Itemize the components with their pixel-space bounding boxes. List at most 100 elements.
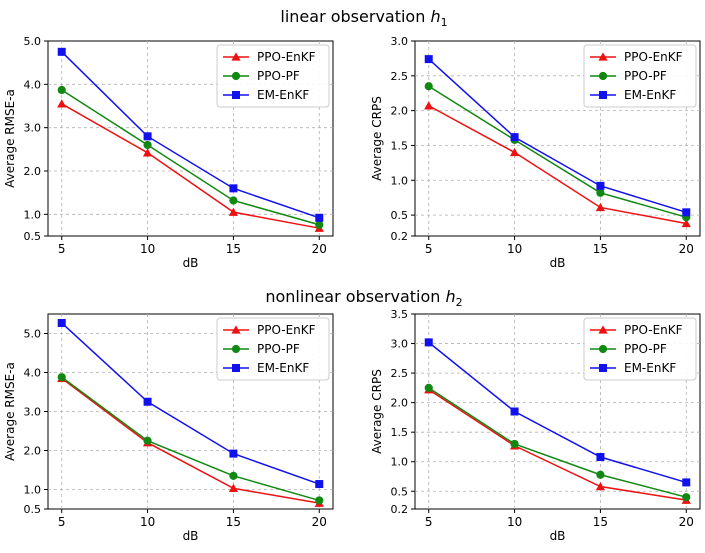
chart-panel-nonlinear-rmse: 0.5 1.0 2.0 3.0 4.0 5.0 5 10 15 20 dB Average RMSE-… xyxy=(3,313,334,543)
legend-label-ppo-enkf: PPO-EnKF xyxy=(257,323,316,337)
chart-panel-nonlinear-crps: 0.2 0.5 1.0 1.5 2.0 2.5 3.0 3.5 5 10 15 20 dB Average… xyxy=(370,308,701,543)
y-tick-label: 5.0 xyxy=(24,35,42,48)
y-tick-label: 3.0 xyxy=(391,35,409,48)
series-line-em-enkf xyxy=(61,51,320,219)
row-title-nonlinear: nonlinear observation h2 xyxy=(265,287,462,309)
data-point-ppo-pf xyxy=(229,196,238,205)
y-tick-label: 3.0 xyxy=(391,338,409,351)
data-point-em-enkf xyxy=(143,397,152,406)
y-tick-label: 3.5 xyxy=(391,308,409,321)
legend-label-em-enkf: EM-EnKF xyxy=(257,88,309,102)
legend-label-ppo-pf: PPO-PF xyxy=(257,342,300,356)
data-point-em-enkf xyxy=(143,132,152,141)
data-point-ppo-pf xyxy=(424,82,433,91)
y-axis-label: Average RMSE-a xyxy=(3,362,17,461)
data-point-ppo-enkf xyxy=(509,147,520,157)
legend-box xyxy=(216,317,330,381)
y-tick-label: 0.5 xyxy=(391,209,409,222)
legend-box xyxy=(583,317,697,381)
y-tick-label: 2.0 xyxy=(24,445,42,458)
legend-box xyxy=(216,44,330,108)
y-tick-label: 1.0 xyxy=(391,174,409,187)
data-point-ppo-enkf xyxy=(228,483,239,493)
row-title-subscript: 2 xyxy=(456,296,463,309)
x-tick-label: 15 xyxy=(593,515,608,529)
data-point-ppo-pf xyxy=(143,436,152,445)
x-tick-label: 10 xyxy=(140,242,155,256)
row-title-subscript: 1 xyxy=(441,16,448,29)
data-point-ppo-pf xyxy=(596,188,605,197)
series-line-em-enkf xyxy=(61,322,320,485)
data-point-ppo-pf xyxy=(596,470,605,479)
data-point-ppo-enkf xyxy=(595,481,606,491)
data-point-ppo-pf xyxy=(424,383,433,392)
row-title-text: linear observation xyxy=(280,7,430,26)
y-tick-label: 2.5 xyxy=(391,367,409,380)
legend-marker-ppo-enkf xyxy=(231,52,241,61)
y-tick-label: 2.0 xyxy=(24,165,42,178)
x-tick-label: 15 xyxy=(226,515,241,529)
data-point-em-enkf xyxy=(424,55,433,64)
series-line-ppo-pf xyxy=(428,387,687,498)
y-tick-label: 4.0 xyxy=(24,78,42,91)
data-point-ppo-enkf xyxy=(142,148,153,157)
data-point-em-enkf xyxy=(510,133,519,142)
row-title-linear: linear observation h1 xyxy=(280,7,447,29)
chart-panel-linear-rmse: 0.5 1.0 2.0 3.0 4.0 5.0 5 10 15 20 dB Average RMSE-… xyxy=(3,35,334,270)
y-tick-label: 3.0 xyxy=(24,122,42,135)
series-line-em-enkf xyxy=(428,341,687,484)
legend-marker-ppo-pf xyxy=(598,71,608,81)
x-tick-label: 20 xyxy=(679,515,694,529)
data-point-em-enkf xyxy=(682,478,691,487)
series-line-ppo-pf xyxy=(428,85,687,218)
legend-label-ppo-enkf: PPO-EnKF xyxy=(624,323,683,337)
series-line-ppo-enkf xyxy=(428,105,687,225)
legend-marker-em-enkf xyxy=(599,364,607,372)
legend-label-ppo-pf: PPO-PF xyxy=(257,69,300,83)
plot-area-frame xyxy=(414,40,701,237)
legend-marker-ppo-enkf xyxy=(231,325,241,334)
svg-text:linear observation h1: linear observation h1 xyxy=(280,7,447,29)
x-tick-label: 5 xyxy=(425,515,433,529)
data-point-em-enkf xyxy=(596,453,605,461)
plot-area-frame xyxy=(47,40,334,237)
x-tick-label: 20 xyxy=(312,242,327,256)
legend-marker-em-enkf xyxy=(232,91,240,99)
legend-label-ppo-pf: PPO-PF xyxy=(624,69,667,83)
y-tick-label: 2.0 xyxy=(391,397,409,410)
x-tick-label: 10 xyxy=(507,242,522,256)
legend: PPO-EnKF PPO-PF EM-EnKF xyxy=(583,317,697,381)
y-tick-label: 2.0 xyxy=(391,105,409,118)
y-tick-label: 3.0 xyxy=(24,406,42,419)
x-axis-label: dB xyxy=(550,256,566,270)
legend-marker-em-enkf xyxy=(232,364,240,372)
legend-label-em-enkf: EM-EnKF xyxy=(257,361,309,375)
x-tick-label: 5 xyxy=(58,242,66,256)
legend-label-em-enkf: EM-EnKF xyxy=(624,88,676,102)
legend-label-em-enkf: EM-EnKF xyxy=(624,361,676,375)
y-tick-label: 0.2 xyxy=(391,503,409,516)
data-point-em-enkf xyxy=(682,208,691,217)
y-tick-label: 1.0 xyxy=(24,484,42,497)
data-point-em-enkf xyxy=(315,480,324,489)
y-tick-label: 2.5 xyxy=(391,70,409,83)
series-line-ppo-enkf xyxy=(61,377,320,504)
legend-marker-em-enkf xyxy=(599,91,607,99)
x-tick-label: 15 xyxy=(226,242,241,256)
legend-label-ppo-enkf: PPO-EnKF xyxy=(257,50,316,64)
row-title-symbol: h xyxy=(430,7,440,26)
x-axis-label: dB xyxy=(183,256,199,270)
data-point-ppo-pf xyxy=(315,220,324,229)
data-point-em-enkf xyxy=(57,47,66,56)
legend-label-ppo-pf: PPO-PF xyxy=(624,342,667,356)
y-tick-label: 4.0 xyxy=(24,367,42,380)
legend-marker-ppo-pf xyxy=(598,344,608,354)
data-point-ppo-pf xyxy=(315,496,324,505)
y-tick-label: 0.2 xyxy=(391,230,409,243)
row-title-symbol: h xyxy=(445,287,455,306)
chart-panel-linear-crps: 0.2 0.5 1.0 1.5 2.0 2.5 3.0 5 10 15 20 dB Average CR… xyxy=(370,35,701,270)
data-point-em-enkf xyxy=(229,449,238,458)
x-tick-label: 10 xyxy=(140,515,155,529)
data-point-ppo-enkf xyxy=(424,101,434,110)
data-point-ppo-pf xyxy=(57,85,66,95)
